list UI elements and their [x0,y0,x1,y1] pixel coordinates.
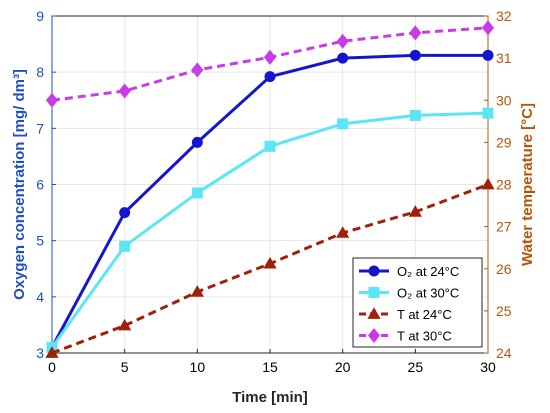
axes: 0 5 10 15 20 25 30 3 4 5 6 7 8 9 24 25 26 27 28 29 30 31 32 [36,8,512,375]
data-point-diamond [191,62,204,78]
y-left-tick-label: 9 [36,8,44,24]
y-right-tick-label: 26 [496,261,512,277]
series-3 [45,177,495,358]
data-point-square [368,287,380,298]
legend: O₂ at 24°C O₂ at 30°C T at 24°C T at 30°C [352,257,483,348]
y-right-tick-label: 31 [496,50,512,66]
data-point-square [409,109,421,121]
legend-item: T at 30°C [359,327,452,344]
data-point-triangle [45,346,59,358]
legend-label: T at 24°C [397,307,452,322]
data-point-square [264,140,276,152]
y-left-tick-label: 7 [36,120,44,136]
data-point-triangle [481,177,495,190]
data-point-triangle [190,285,204,297]
y-right-tick-label: 30 [496,92,512,108]
data-point-square [482,107,494,119]
x-tick-label: 25 [408,359,424,375]
data-point-triangle [263,256,277,269]
data-point-square [337,118,349,130]
legend-item: O₂ at 30°C [359,286,459,301]
y-left-tick-label: 3 [36,345,44,361]
data-point-triangle [118,318,132,331]
y-left-tick-label: 8 [36,64,44,80]
data-point-circle [337,52,349,64]
legend-item: O₂ at 24°C [359,264,459,279]
legend-label: O₂ at 30°C [397,286,459,301]
y-right-tick-label: 25 [496,303,512,319]
legend-label: T at 30°C [397,329,452,344]
data-point-triangle [367,307,381,319]
data-point-diamond [336,33,349,49]
data-point-square [191,187,203,199]
data-point-diamond [263,49,277,65]
x-tick-label: 20 [335,359,351,375]
y-right-tick-label: 27 [496,219,512,235]
data-point-circle [119,207,131,219]
series-4 [45,20,495,108]
data-point-diamond [118,83,131,99]
y-right-tick-label: 28 [496,177,512,193]
legend-item: T at 24°C [359,307,452,322]
y-right-tick-label: 29 [496,134,512,150]
data-point-diamond [45,92,59,108]
data-point-diamond [367,327,381,344]
x-tick-label: 15 [262,359,278,375]
data-point-diamond [481,20,495,36]
x-axis-label: Time [min] [232,389,308,406]
data-point-circle [368,265,380,277]
series-group [45,20,495,358]
data-point-circle [191,136,203,148]
data-point-triangle [408,205,422,217]
y-axis-right-label: Water temperature [°C] [519,103,536,266]
x-tick-label: 30 [480,359,496,375]
y-left-tick-label: 6 [36,177,44,193]
y-left-tick-label: 4 [36,289,44,305]
x-tick-label: 0 [48,359,56,375]
data-point-circle [482,49,494,61]
data-point-triangle [336,226,350,238]
data-point-square [119,240,131,252]
legend-label: O₂ at 24°C [397,264,459,279]
y-axis-left-label: Oxygen concentration [mg/ dm³] [11,69,28,300]
data-point-diamond [409,25,422,41]
data-point-circle [409,49,421,61]
x-tick-label: 10 [190,359,206,375]
y-right-tick-label: 24 [496,345,512,361]
data-point-circle [264,71,276,83]
y-right-tick-label: 32 [496,8,512,24]
x-tick-label: 5 [121,359,129,375]
y-left-tick-label: 5 [36,233,44,249]
